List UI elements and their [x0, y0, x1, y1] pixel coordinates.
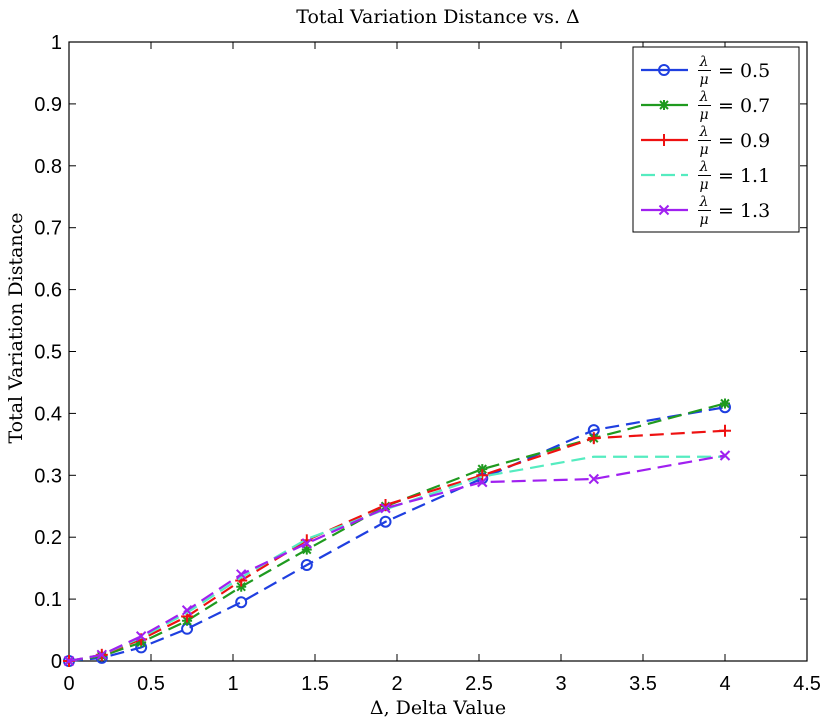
data-point — [301, 538, 313, 549]
legend-item: λμ = 0.5 — [641, 54, 770, 88]
data-point — [181, 605, 193, 616]
data-point — [588, 473, 600, 485]
legend-item: λμ = 0.9 — [641, 124, 770, 158]
x-tick-label: 1.5 — [301, 673, 329, 695]
data-point — [300, 559, 313, 572]
y-tick-label: 0.6 — [34, 280, 62, 302]
series-line — [68, 402, 726, 663]
y-tick-label: 1 — [51, 32, 62, 54]
x-axis-title: Δ, Delta Value — [370, 697, 506, 719]
svg-text:μ: μ — [699, 72, 708, 88]
svg-text:μ: μ — [699, 212, 708, 228]
y-tick-label: 0.5 — [34, 342, 62, 364]
y-tick-label: 0.3 — [34, 465, 62, 487]
data-point — [235, 569, 247, 580]
y-tick-label: 0.9 — [34, 94, 62, 116]
y-tick-label: 0 — [51, 651, 62, 673]
data-point — [587, 432, 600, 445]
legend-marker — [658, 134, 670, 146]
y-tick-label: 0.7 — [34, 218, 62, 240]
svg-text:μ: μ — [699, 142, 708, 158]
x-tick-label: 1 — [227, 673, 238, 695]
legend-label: = 0.9 — [718, 130, 770, 152]
data-point — [476, 469, 489, 482]
legend-label: = 0.5 — [718, 60, 770, 82]
legend-marker — [659, 100, 669, 110]
y-tick-label: 0.2 — [34, 527, 62, 549]
legend-item: λμ = 1.1 — [641, 159, 770, 193]
x-tick-label: 0.5 — [137, 673, 165, 695]
series-line — [68, 454, 726, 663]
svg-text:λ: λ — [699, 124, 709, 140]
data-point — [477, 476, 488, 488]
legend-marker — [658, 64, 670, 76]
legend-marker — [658, 204, 670, 216]
legend-label: = 1.1 — [718, 165, 770, 187]
x-tick-label: 3 — [555, 673, 566, 695]
series-layer — [63, 398, 731, 667]
series-4 — [63, 450, 731, 667]
svg-text:λ: λ — [699, 159, 709, 175]
data-point — [720, 398, 730, 409]
data-point — [235, 596, 248, 609]
data-point — [63, 655, 75, 667]
legend-item: λμ = 1.3 — [641, 194, 770, 228]
x-tick-label: 2.5 — [465, 673, 493, 695]
x-tick-label: 4.5 — [793, 673, 821, 695]
x-tick-label: 0 — [63, 673, 74, 695]
x-tick-label: 3.5 — [629, 673, 657, 695]
svg-text:λ: λ — [699, 194, 709, 210]
legend-item: λμ = 0.7 — [641, 89, 770, 123]
legend: λμ = 0.5λμ = 0.7λμ = 0.9λμ = 1.1λμ = 1.3 — [632, 46, 800, 233]
chart-title: Total Variation Distance vs. Δ — [296, 6, 579, 28]
svg-text:μ: μ — [699, 107, 708, 123]
data-point — [96, 649, 108, 661]
data-point — [719, 424, 731, 437]
legend-label: = 0.7 — [718, 95, 770, 117]
data-point — [380, 502, 391, 514]
svg-text:λ: λ — [699, 54, 709, 70]
y-tick-label: 0.1 — [34, 589, 62, 611]
svg-text:μ: μ — [699, 177, 708, 193]
axis-tick-labels: 0 0.5 1 1.5 2 2.5 3 3.5 4 4.5 0 0.1 0.2 0.3 0.4 0.5 0.6 0… — [34, 32, 821, 695]
x-tick-label: 4 — [719, 673, 730, 695]
svg-text:λ: λ — [699, 89, 709, 105]
data-point — [719, 450, 731, 461]
y-axis-title: Total Variation Distance — [5, 212, 27, 443]
data-point — [135, 631, 147, 642]
y-tick-label: 0.8 — [34, 156, 62, 178]
data-point — [379, 515, 392, 528]
legend-label: = 1.3 — [718, 200, 770, 222]
x-tick-label: 2 — [391, 673, 402, 695]
y-tick-label: 0.4 — [34, 403, 62, 425]
